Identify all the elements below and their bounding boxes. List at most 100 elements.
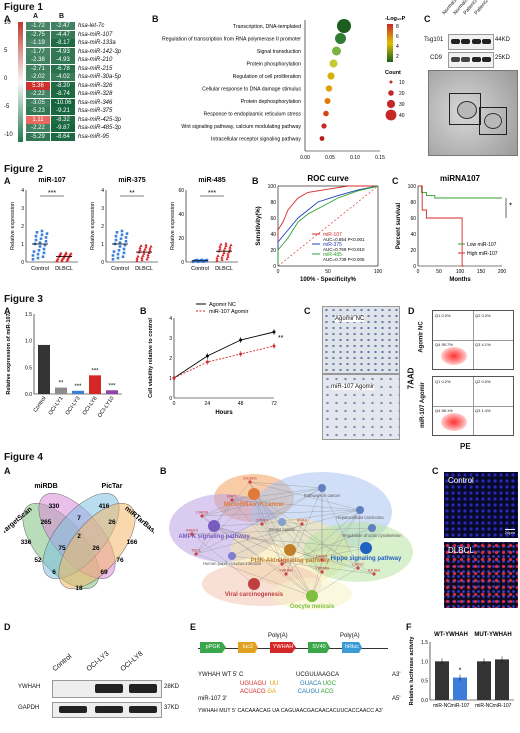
roc-diagonal <box>277 185 379 267</box>
dotplot-significance: *** <box>208 190 216 197</box>
network-pathway-node <box>284 544 296 556</box>
bubble-term-label: Regulation of transcription from RNA pol… <box>162 37 301 43</box>
dotplot-point <box>196 260 200 263</box>
heatmap-cell: -4.93 <box>51 47 75 56</box>
bubble-count-key <box>389 80 393 84</box>
roc-legend-auc: AUC=0.769 P<0.010 <box>323 247 365 252</box>
tsg101-blot <box>448 34 494 50</box>
dotplot-point <box>136 254 140 258</box>
dotplot-point <box>44 236 48 239</box>
bar3-category-label: Control <box>33 396 48 414</box>
wb-lane-label: Control <box>51 653 74 673</box>
survival-x-tick: 100 <box>456 269 465 275</box>
dotplot-point <box>125 232 129 235</box>
heatmap-cell: -2.22 <box>26 124 50 132</box>
network-edge <box>311 559 323 597</box>
network-gene-node <box>194 552 198 556</box>
luc-y-tick: 1.5 <box>421 640 428 646</box>
luc-y-tick: 0.0 <box>421 698 428 704</box>
dotplot-point <box>116 252 120 256</box>
growth-y-tick: 0 <box>169 396 172 402</box>
venn-count: 52 <box>34 557 42 564</box>
bubble-count-tick: 40 <box>399 113 405 119</box>
bubble-color-tick: 8 <box>396 24 399 30</box>
dotplot-y-tick: 2 <box>21 224 24 230</box>
heatmap-cell: -9.21 <box>51 107 75 115</box>
flow-quadrant-value: Q1 0.2% <box>435 379 451 384</box>
growth-x-label: Hours <box>215 410 233 416</box>
luc-bar <box>435 661 449 700</box>
network-pathway-node <box>318 484 326 492</box>
network-gene-label: KRAS <box>297 519 308 523</box>
fig4-panel-e-label: E <box>190 622 197 632</box>
heatmap-mirna-name: hsa-miR-30a-5p <box>78 74 122 80</box>
flow-ylabel: 7AAD <box>406 367 416 390</box>
network-edge <box>249 481 313 597</box>
heatmap-scale-tick: 10 <box>4 20 11 26</box>
heatmap-cell: -9.87 <box>51 124 75 132</box>
gapdh-label: GAPDH <box>18 705 40 711</box>
go-bubble-chart: Transcription, DNA-templated Regulation o… <box>162 16 406 161</box>
transwell-agomir-image: miR-107 Agomir <box>322 374 400 440</box>
luc-y-label: Relative luciferase activity <box>409 636 415 706</box>
bubble-color-bar <box>387 24 393 62</box>
network-edge <box>191 533 255 585</box>
dotplot-point <box>38 241 42 244</box>
dotplot-point <box>221 253 225 257</box>
flow-quadrant-value: Q4 95.7% <box>435 342 453 347</box>
dotplot-point <box>224 244 228 248</box>
dotplot-point <box>55 258 59 262</box>
network-edge <box>201 493 255 517</box>
network-edge <box>191 533 367 549</box>
growth-point <box>272 344 276 348</box>
heatmap-cell: -10.06 <box>51 98 75 107</box>
flow-row1-label: Agomir NC <box>418 321 425 353</box>
network-edge <box>249 481 361 511</box>
roc-x-label: 100% - Specificity% <box>300 277 357 283</box>
bubble-term-label: Regulation of cell proliferation <box>233 74 301 80</box>
growth-y-tick: 3 <box>169 336 172 342</box>
luc-bar <box>495 659 509 700</box>
venn-count: 76 <box>116 557 124 564</box>
luc-category-label: miR-NC <box>475 703 493 709</box>
flow-quadrant-value: Q2 0.0% <box>475 379 491 384</box>
fig3-panel-a-label: A <box>4 306 11 316</box>
growth-y-tick: 1 <box>169 376 172 382</box>
growth-point <box>239 352 243 356</box>
dotplot-point <box>226 252 230 256</box>
transwell-agomir-label: miR-107 Agomir <box>331 384 375 390</box>
dotplot-point <box>204 259 208 262</box>
dotplot-point <box>121 255 125 259</box>
growth-point <box>205 354 209 358</box>
heatmap-cell: -2.75 <box>26 30 50 39</box>
bubble-x-tick: 0.00 <box>300 155 310 161</box>
tsg101-kd: 44KD <box>495 37 511 43</box>
network-pathway-label: Hippo signaling pathway <box>331 556 402 562</box>
dotplot-point <box>144 245 148 249</box>
heatmap-scale-bar <box>18 22 23 142</box>
transwell-nc-label: Agomir NC <box>335 316 365 322</box>
survival-x-tick: 150 <box>477 269 486 275</box>
survival-curve-chart: miRNA107 0 20 40 60 80 100 0 50 100 150 200 Months Pe… <box>396 174 512 283</box>
dotplot-title: miR-485 <box>198 177 225 184</box>
construct-element: pPGK <box>200 642 226 653</box>
dotplot-point <box>149 244 153 248</box>
dotplot-point <box>38 245 42 248</box>
heatmap-scale-tick: -10 <box>4 132 13 138</box>
dotplot-point <box>64 251 68 255</box>
dotplot-point <box>45 232 49 235</box>
network-edge <box>253 493 359 569</box>
bubble-term-label: Cellular response to DNA damage stimulus <box>202 87 301 93</box>
network-edge <box>321 487 359 569</box>
tsg101-label: Tsg101 <box>424 37 444 43</box>
venn-set-label: PicTar <box>102 483 123 490</box>
luciferase-bar-chart: 0.0 0.5 1.0 1.5 Relative luciferase activity… <box>409 632 514 709</box>
growth-y-label: Cell viability relative to control <box>148 318 154 398</box>
dotplot-point <box>140 258 144 262</box>
network-gene-label: CRIM1 <box>316 555 328 559</box>
dotplot-point <box>60 258 64 261</box>
expression-dot-plots: miR-107 0 1 2 3 4 Relative expression Control DL… <box>10 177 238 272</box>
survival-y-tick: 100 <box>408 184 417 190</box>
bubble-point <box>319 136 325 141</box>
heatmap-cell: -8.17 <box>51 39 75 47</box>
